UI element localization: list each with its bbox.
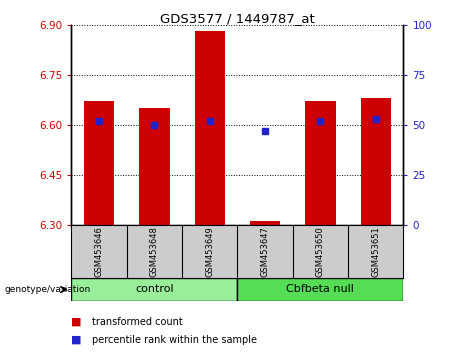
Bar <box>237 278 403 301</box>
Bar <box>71 278 237 301</box>
Text: GSM453650: GSM453650 <box>316 226 325 277</box>
Text: ■: ■ <box>71 335 82 345</box>
Text: GSM453648: GSM453648 <box>150 226 159 277</box>
Bar <box>361 98 391 225</box>
Text: transformed count: transformed count <box>92 317 183 327</box>
Text: GDS3577 / 1449787_at: GDS3577 / 1449787_at <box>160 12 315 25</box>
Text: Cbfbeta null: Cbfbeta null <box>286 284 355 295</box>
Text: genotype/variation: genotype/variation <box>5 285 91 294</box>
Text: GSM453649: GSM453649 <box>205 226 214 277</box>
Bar <box>250 222 280 225</box>
Text: GSM453651: GSM453651 <box>371 226 380 277</box>
Bar <box>84 102 114 225</box>
Text: percentile rank within the sample: percentile rank within the sample <box>92 335 257 345</box>
Text: GSM453647: GSM453647 <box>260 226 270 277</box>
Text: GSM453646: GSM453646 <box>95 226 104 277</box>
Bar <box>305 102 336 225</box>
Text: ■: ■ <box>71 317 82 327</box>
Text: control: control <box>135 284 174 295</box>
Bar <box>139 108 170 225</box>
Bar <box>195 32 225 225</box>
